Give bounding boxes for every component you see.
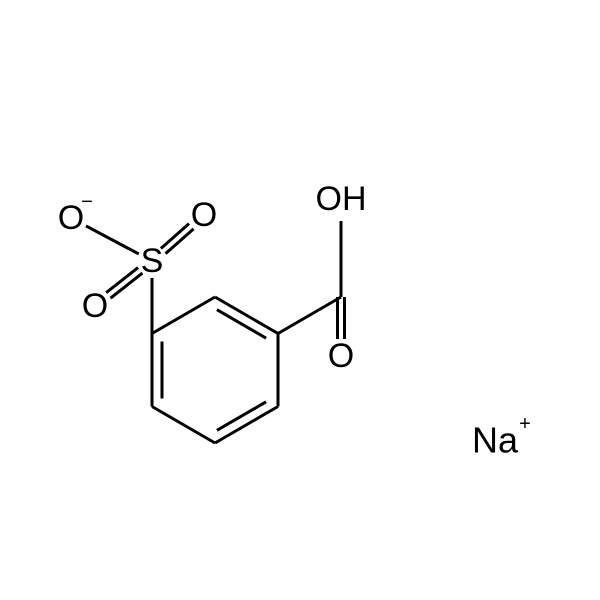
oxygen-double-1: O [82,287,108,325]
molecule-diagram: SO−OOOOHNa+ [0,0,600,600]
carbonyl-oxygen: O [328,337,354,375]
oxygen-double-2: O [191,196,217,234]
sulfur-atom: S [141,242,164,280]
sodium-counterion: Na [472,420,519,461]
minus-charge: − [81,191,93,213]
hydroxyl-group: OH [316,180,367,218]
plus-charge: + [519,413,531,435]
